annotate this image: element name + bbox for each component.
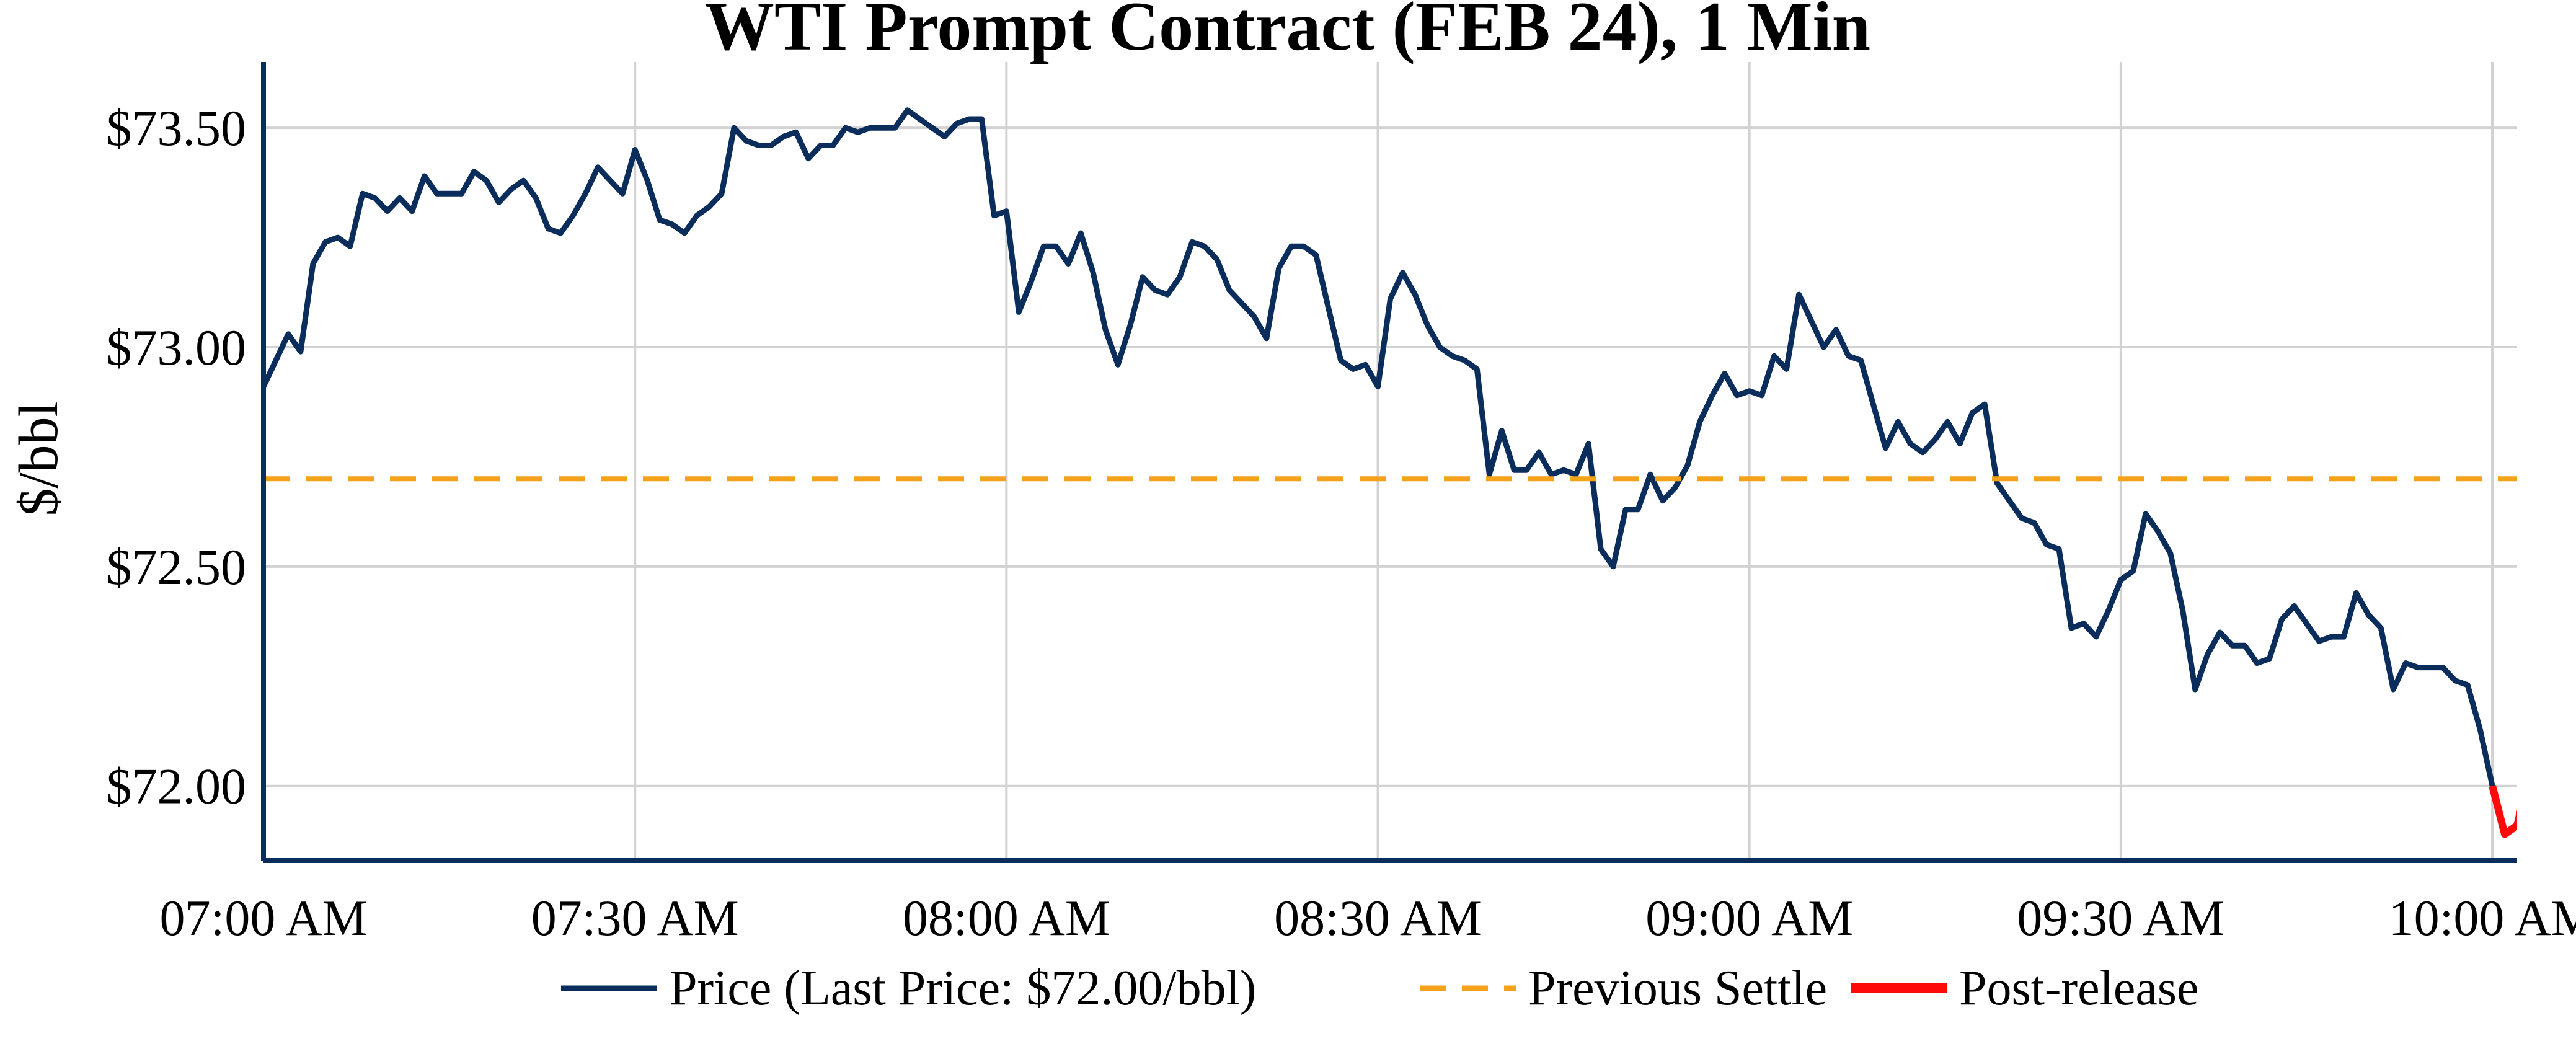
x-tick-label: 10:00 AM <box>2389 890 2576 946</box>
y-tick-label: $72.50 <box>107 539 247 595</box>
legend-label: Post-release <box>1959 961 2199 1016</box>
series-group <box>263 107 2517 838</box>
x-tick-label: 07:00 AM <box>160 890 368 946</box>
x-tick-label: 07:30 AM <box>531 890 739 946</box>
x-tick-label: 08:30 AM <box>1274 890 1482 946</box>
post-release-series-line <box>2489 785 2517 838</box>
axes <box>261 62 2517 863</box>
chart-title: WTI Prompt Contract (FEB 24), 1 Min <box>705 0 1870 65</box>
y-tick-label: $72.00 <box>107 758 247 815</box>
legend: Price (Last Price: $72.00/bbl) Previous S… <box>561 961 2199 1016</box>
x-tick-labels: 07:00 AM 07:30 AM 08:00 AM 08:30 AM 09:00 AM… <box>160 890 2576 946</box>
grid <box>262 62 2517 861</box>
y-tick-label: $73.50 <box>107 100 247 156</box>
legend-item-post-release: Post-release <box>1851 961 2199 1016</box>
x-tick-label: 08:00 AM <box>903 890 1110 946</box>
price-series-line <box>263 107 2495 787</box>
x-tick-label: 09:30 AM <box>2017 890 2224 946</box>
legend-item-price: Price (Last Price: $72.00/bbl) <box>561 961 1256 1016</box>
x-tick-label: 09:00 AM <box>1645 890 1853 946</box>
y-tick-labels: $72.00 $72.50 $73.00 $73.50 <box>107 100 247 815</box>
y-axis-title: $/bbl <box>8 401 69 516</box>
plot-area <box>263 107 2517 838</box>
y-tick-label: $73.00 <box>107 319 247 376</box>
legend-label: Price (Last Price: $72.00/bbl) <box>670 961 1256 1016</box>
legend-item-previous-settle: Previous Settle <box>1420 961 1827 1016</box>
legend-label: Previous Settle <box>1528 961 1827 1016</box>
